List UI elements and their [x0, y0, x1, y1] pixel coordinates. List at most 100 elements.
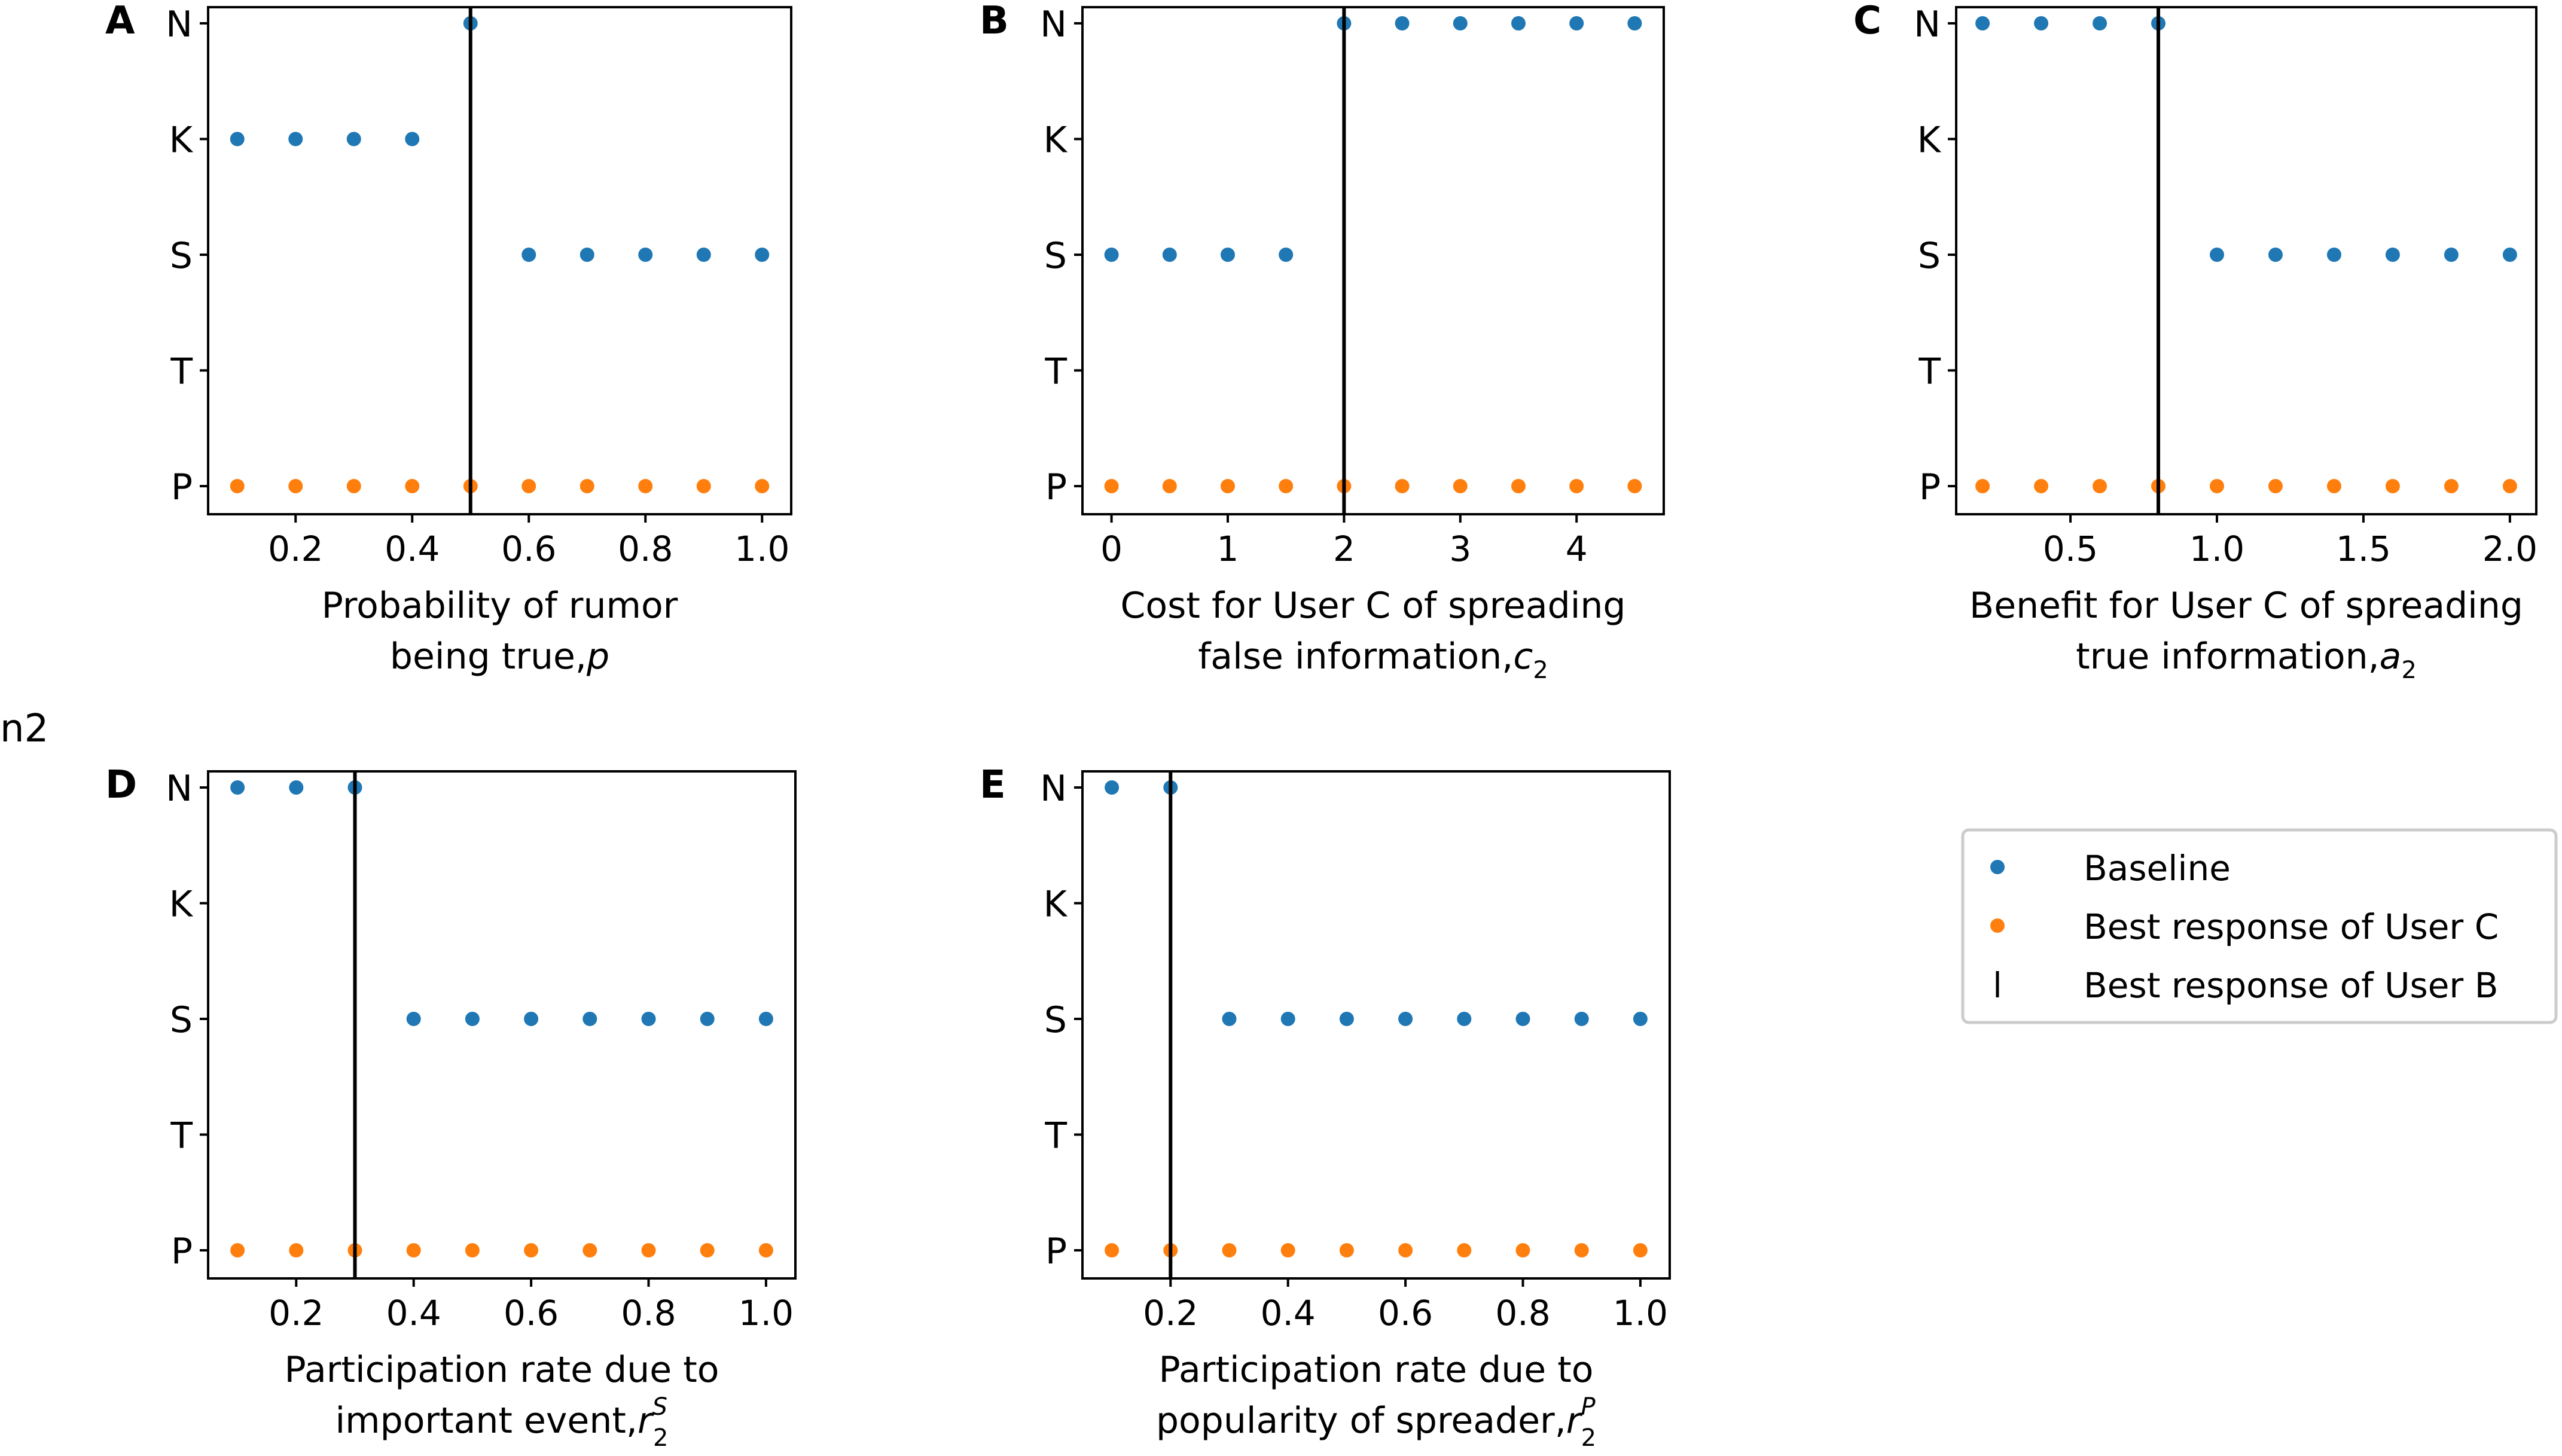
panel-b: B P T S K N 0 1 2 3 4 Cost for User C of spreading f… [980, 0, 1665, 684]
panels: A P T S K N 0.2 0.4 0.6 0.8 1.0 Probability of rumo… [105, 0, 2537, 1452]
user-c-point [696, 479, 711, 493]
xlabel-line-1: Participation rate due to [1159, 1349, 1594, 1391]
ytick-label-P: P [171, 1231, 193, 1272]
user-c-point [2502, 479, 2517, 493]
ytick-label-S: S [170, 235, 193, 277]
baseline-point [2385, 248, 2400, 262]
panel-e: E P T S K N 0.2 0.4 0.6 0.8 1.0 Participation rate … [980, 763, 1671, 1452]
panel-label-c: C [1853, 0, 1881, 43]
user-c-point [1627, 479, 1642, 493]
baseline-point [1633, 1012, 1648, 1026]
axes-frame [207, 6, 792, 515]
ytick-label-K: K [169, 120, 194, 161]
baseline-point [230, 132, 245, 146]
legend-label-user-b: Best response of User B [2084, 965, 2499, 1006]
ytick-label-P: P [1045, 466, 1067, 508]
axes-frame [1081, 6, 1665, 515]
baseline-point [755, 248, 770, 262]
xlabel-line-2: important event,rS 2 [336, 1393, 669, 1452]
panel-label-b: B [980, 0, 1009, 43]
xlabel-line-1: Cost for User C of spreading [1121, 585, 1626, 627]
xlabel-line-2: false information,c2 [1198, 636, 1548, 684]
ytick-label-K: K [1917, 120, 1942, 161]
user-c-point [1511, 479, 1526, 493]
user-c-point [1105, 1243, 1120, 1257]
user-c-point [641, 1243, 656, 1257]
xtick-label: 0 [1100, 529, 1123, 569]
baseline-point [1339, 1012, 1354, 1026]
baseline-point [700, 1012, 715, 1026]
user-c-point [1104, 479, 1119, 493]
baseline-point [1398, 1012, 1413, 1026]
baseline-point [1105, 780, 1120, 795]
baseline-point [696, 248, 711, 262]
ytick-label-T: T [1044, 1115, 1067, 1157]
baseline-point [2210, 248, 2225, 262]
user-c-point [2093, 479, 2107, 493]
panel-a: A P T S K N 0.2 0.4 0.6 0.8 1.0 Probability of rumo… [105, 0, 792, 677]
baseline-point [1162, 248, 1177, 262]
user-c-point [1339, 1243, 1354, 1257]
ytick-label-K: K [1044, 884, 1068, 926]
baseline-point [1627, 16, 1642, 30]
user-c-point [465, 1243, 480, 1257]
user-c-point [289, 1243, 304, 1257]
xtick-label: 0.4 [1261, 1293, 1316, 1333]
user-c-point [582, 1243, 597, 1257]
user-c-point [1515, 1243, 1530, 1257]
xtick-label: 0.4 [386, 1293, 441, 1333]
axes-frame [1955, 6, 2537, 515]
baseline-point [580, 248, 594, 262]
baseline-point [1574, 1012, 1589, 1026]
user-c-point [1398, 1243, 1413, 1257]
xtick-label: 2.0 [2482, 529, 2537, 569]
xlabel-line-2: being true,p [390, 636, 609, 677]
axes-frame [1081, 770, 1671, 1280]
xtick-label: 0.2 [269, 1293, 324, 1333]
baseline-point [2444, 248, 2459, 262]
baseline-point [1279, 248, 1294, 262]
user-c-point [230, 1243, 245, 1257]
xtick-label: 1 [1217, 529, 1239, 569]
baseline-point [1569, 16, 1584, 30]
user-c-point [1569, 479, 1584, 493]
user-c-point [1975, 479, 1990, 493]
baseline-point [2268, 248, 2283, 262]
user-c-point [288, 479, 303, 493]
xtick-label: 1.0 [2189, 529, 2244, 569]
xtick-label: 3 [1449, 529, 1471, 569]
user-c-point [2210, 479, 2225, 493]
baseline-point [406, 1012, 421, 1026]
user-c-point [2385, 479, 2400, 493]
ytick-label-P: P [1919, 466, 1941, 508]
baseline-point [288, 132, 303, 146]
xtick-label: 0.8 [621, 1293, 676, 1333]
ytick-label-N: N [1040, 768, 1067, 810]
legend-marker-user-c [1990, 918, 2005, 933]
legend-label-baseline: Baseline [2084, 848, 2231, 889]
user-c-point [2268, 479, 2283, 493]
user-c-point [2444, 479, 2459, 493]
user-c-point [1457, 1243, 1472, 1257]
user-c-point [406, 1243, 421, 1257]
ytick-label-K: K [169, 884, 194, 926]
xlabel-line-2: true information,a2 [2076, 636, 2417, 684]
ytick-label-P: P [1045, 1231, 1067, 1272]
baseline-point [1975, 16, 1990, 30]
axes-frame [207, 770, 797, 1280]
baseline-point [1104, 248, 1119, 262]
user-c-point [1162, 479, 1177, 493]
baseline-point [1221, 248, 1235, 262]
user-c-point [638, 479, 653, 493]
ytick-label-P: P [171, 466, 193, 508]
legend-marker-baseline [1990, 860, 2005, 874]
user-c-point [521, 479, 536, 493]
baseline-point [2034, 16, 2049, 30]
ytick-label-N: N [166, 768, 193, 810]
ytick-label-S: S [170, 999, 193, 1041]
user-c-point [230, 479, 245, 493]
user-c-point [1633, 1243, 1648, 1257]
baseline-point [2326, 248, 2341, 262]
ytick-label-S: S [1044, 235, 1067, 277]
